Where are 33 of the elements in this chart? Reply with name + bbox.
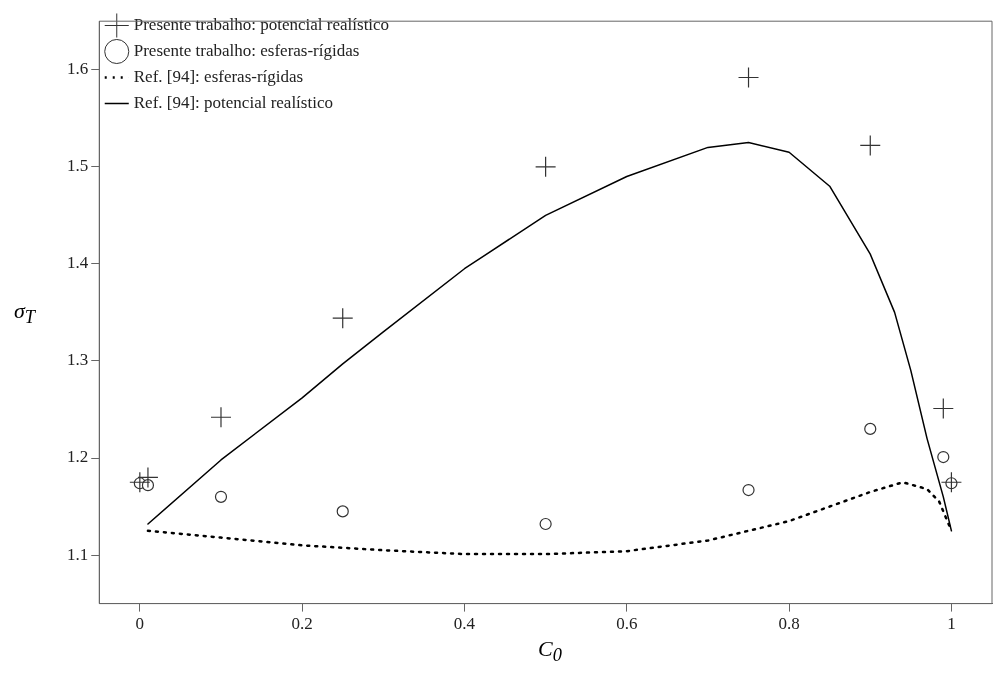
y-tick-label: 1.5 xyxy=(67,156,89,176)
legend-label: Ref. [94]: potencial realístico xyxy=(133,92,333,112)
y-tick-label: 1.6 xyxy=(67,59,89,79)
x-tick-label: 0.6 xyxy=(616,614,638,634)
x-tick-label: 0.2 xyxy=(291,614,313,634)
point xyxy=(210,406,232,428)
x-tick-label: 0.8 xyxy=(778,614,800,634)
point xyxy=(742,483,755,497)
y-tick-label: 1.1 xyxy=(67,544,89,564)
legend-label: Ref. [94]: esferas-rígidas xyxy=(133,66,304,86)
y-tick-label: 1.3 xyxy=(67,350,89,370)
x-axis-title: C$_{0}$ xyxy=(538,636,562,667)
point xyxy=(336,505,349,518)
point xyxy=(940,471,963,493)
point xyxy=(535,156,557,178)
legend-label: Presente trabalho: potencial realístico xyxy=(133,14,390,34)
x-tick-label: 0 xyxy=(135,614,145,634)
y-tick-label: 1.4 xyxy=(67,253,89,273)
x-tick-label: 1 xyxy=(947,614,956,634)
point xyxy=(214,490,228,503)
point xyxy=(737,66,760,89)
x-tick-label: 0.4 xyxy=(453,614,476,634)
point xyxy=(539,517,552,531)
point xyxy=(129,471,151,493)
legend-label: Presente trabalho: esferas-rígidas xyxy=(133,40,360,60)
y-axis-title: σ$_{T}$ xyxy=(14,298,36,329)
y-tick-label: 1.2 xyxy=(67,447,89,467)
point xyxy=(937,450,950,464)
point xyxy=(864,422,877,435)
point xyxy=(932,397,954,420)
point xyxy=(859,134,881,157)
point xyxy=(137,466,159,489)
point xyxy=(332,307,354,329)
